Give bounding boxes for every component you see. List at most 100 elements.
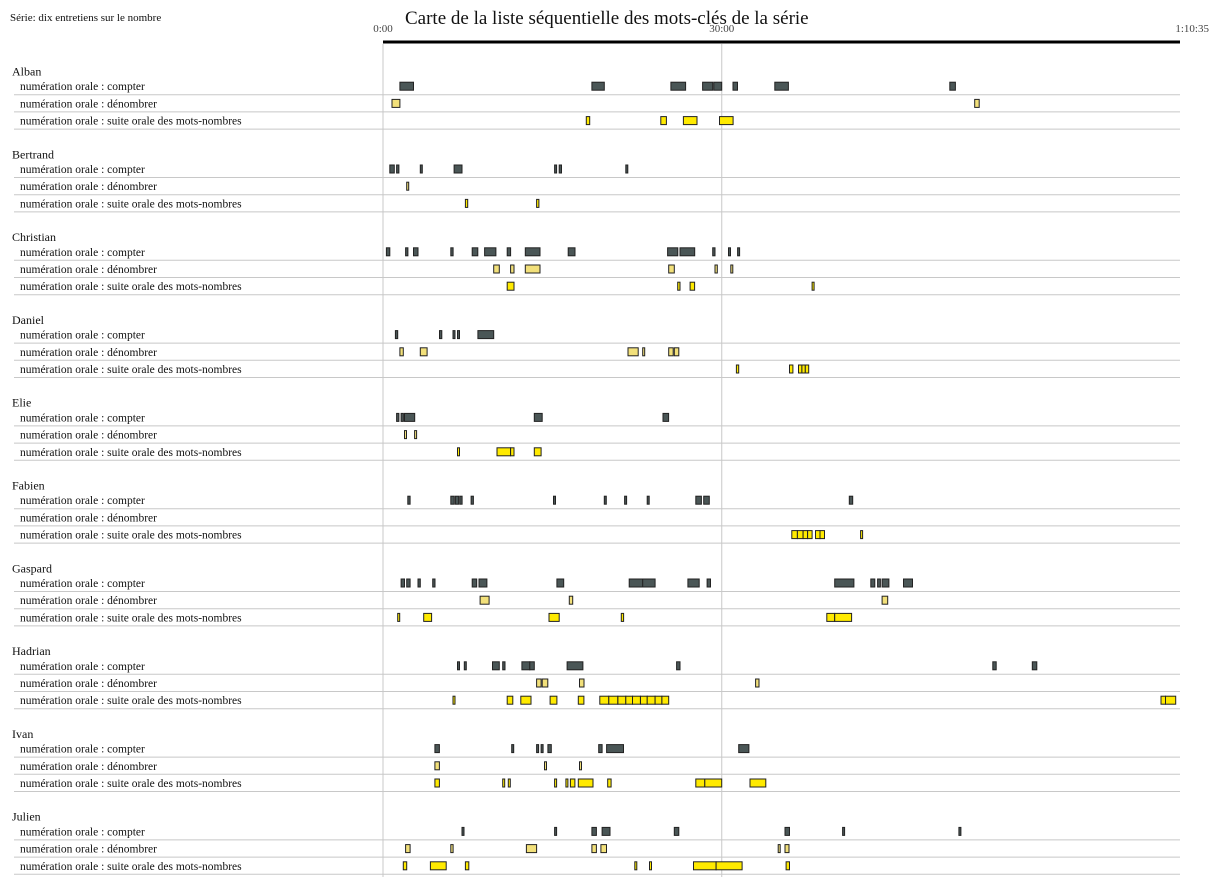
keyword-segment bbox=[404, 412, 416, 422]
keyword-segment bbox=[673, 347, 680, 357]
keyword-segment bbox=[591, 844, 597, 854]
interview-name: Ivan bbox=[12, 727, 33, 741]
keyword-segment bbox=[544, 761, 547, 771]
keyword-row-label: numération orale : suite orale des mots-… bbox=[20, 695, 242, 707]
keyword-segment bbox=[826, 612, 836, 622]
keyword-segment bbox=[399, 81, 414, 91]
keyword-segment bbox=[464, 861, 470, 871]
keyword-segment bbox=[506, 281, 515, 291]
keyword-segment bbox=[713, 81, 723, 91]
interview-name: Christian bbox=[12, 230, 56, 244]
keyword-segment bbox=[842, 826, 846, 836]
keyword-segment bbox=[693, 861, 717, 871]
keyword-segment bbox=[406, 578, 411, 588]
keyword-row-label: numération orale : dénombrer bbox=[20, 595, 157, 607]
keyword-row-label: numération orale : compter bbox=[20, 164, 145, 176]
keyword-segment bbox=[389, 164, 395, 174]
x-tick-label: 0:00 bbox=[373, 23, 393, 35]
keyword-segment bbox=[992, 661, 997, 671]
keyword-segment bbox=[404, 430, 407, 440]
keyword-segment bbox=[749, 778, 767, 788]
keyword-segment bbox=[439, 330, 443, 340]
keyword-segment bbox=[419, 347, 428, 357]
keyword-row-label: numération orale : dénombrer bbox=[20, 678, 157, 690]
keyword-row-label: numération orale : dénombrer bbox=[20, 347, 157, 359]
keyword-segment bbox=[695, 778, 706, 788]
keyword-segment bbox=[715, 861, 743, 871]
keyword-segment bbox=[673, 826, 680, 836]
keyword-segment bbox=[802, 530, 809, 540]
keyword-segment bbox=[601, 826, 611, 836]
keyword-segment bbox=[394, 330, 399, 340]
keyword-segment bbox=[676, 661, 681, 671]
keyword-segment bbox=[566, 661, 584, 671]
keyword-row-label: numération orale : compter bbox=[20, 826, 145, 838]
keyword-segment bbox=[632, 695, 641, 705]
keyword-segment bbox=[679, 247, 696, 257]
keyword-segment bbox=[737, 247, 741, 257]
keyword-segment bbox=[860, 530, 864, 540]
keyword-segment bbox=[646, 495, 650, 505]
keyword-segment bbox=[536, 744, 540, 754]
keyword-segment bbox=[789, 364, 794, 374]
keyword-segment bbox=[496, 447, 512, 457]
keyword-segment bbox=[668, 264, 675, 274]
keyword-segment bbox=[385, 247, 391, 257]
keyword-segment bbox=[677, 281, 681, 291]
keyword-segment bbox=[848, 495, 854, 505]
keyword-row-label: numération orale : dénombrer bbox=[20, 844, 157, 856]
keyword-segment bbox=[646, 695, 656, 705]
keyword-segment bbox=[471, 578, 478, 588]
keyword-segment bbox=[712, 247, 716, 257]
keyword-segment bbox=[541, 678, 549, 688]
keyword-segment bbox=[396, 164, 400, 174]
keyword-segment bbox=[457, 447, 460, 457]
keyword-segment bbox=[714, 264, 718, 274]
keyword-segment bbox=[429, 861, 447, 871]
keyword-segment bbox=[565, 778, 569, 788]
keyword-segment bbox=[525, 844, 538, 854]
keyword-segment bbox=[533, 447, 542, 457]
keyword-row-label: numération orale : compter bbox=[20, 578, 145, 590]
keyword-segment bbox=[668, 347, 674, 357]
interview-name: Daniel bbox=[12, 313, 45, 327]
keyword-segment bbox=[464, 198, 469, 208]
keyword-segment bbox=[450, 844, 454, 854]
keyword-segment bbox=[452, 695, 456, 705]
keyword-row-label: numération orale : compter bbox=[20, 81, 145, 93]
keyword-segment bbox=[413, 247, 419, 257]
keyword-segment bbox=[807, 530, 813, 540]
keyword-segment bbox=[399, 347, 404, 357]
interview-name: Elie bbox=[12, 396, 31, 410]
keyword-row-label: numération orale : suite orale des mots-… bbox=[20, 116, 242, 128]
keyword-segment bbox=[577, 695, 585, 705]
keyword-segment bbox=[502, 661, 506, 671]
keyword-segment bbox=[755, 678, 760, 688]
keyword-segment bbox=[569, 778, 576, 788]
keyword-segment bbox=[728, 247, 731, 257]
keyword-segment bbox=[670, 81, 687, 91]
keyword-segment bbox=[811, 281, 815, 291]
keyword-segment bbox=[423, 612, 433, 622]
keyword-segment bbox=[607, 778, 612, 788]
keyword-segment bbox=[547, 744, 552, 754]
keyword-segment bbox=[881, 595, 889, 605]
keyword-segment bbox=[704, 778, 723, 788]
keyword-segment bbox=[815, 530, 821, 540]
keyword-row-label: numération orale : compter bbox=[20, 495, 145, 507]
keyword-segment bbox=[536, 678, 542, 688]
keyword-segment bbox=[579, 761, 582, 771]
keyword-segment bbox=[400, 412, 404, 422]
keyword-segment bbox=[598, 744, 603, 754]
keyword-segment bbox=[706, 578, 711, 588]
keyword-segment bbox=[524, 264, 541, 274]
keyword-segment bbox=[785, 861, 790, 871]
keyword-segment bbox=[478, 578, 488, 588]
interview-name: Gaspard bbox=[12, 561, 52, 575]
keyword-segment bbox=[703, 495, 710, 505]
interview-name: Fabien bbox=[12, 479, 45, 493]
keyword-segment bbox=[600, 844, 608, 854]
keyword-segment bbox=[579, 678, 585, 688]
keyword-segment bbox=[554, 826, 558, 836]
keyword-segment bbox=[974, 98, 980, 108]
